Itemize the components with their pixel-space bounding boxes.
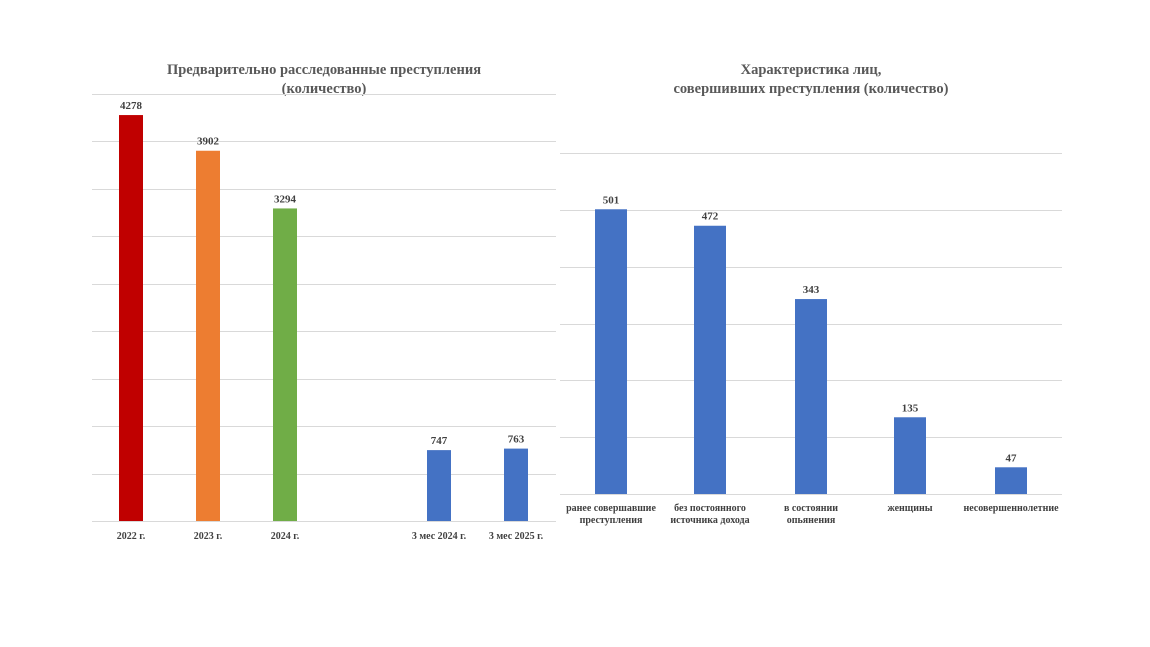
right-category-label-1-line-2: преступления <box>580 515 643 526</box>
right-category-label-3-line-1: в состоянии <box>784 503 838 514</box>
right-chart-title-line-1: Характеристика лиц, <box>740 62 882 78</box>
left-data-label-3: 3294 <box>274 193 297 205</box>
right-category-label-4: женщины <box>887 503 932 514</box>
right-category-label-2-line-1: без постоянного <box>674 503 746 514</box>
right-category-label-5: несовершеннолетние <box>963 503 1059 514</box>
right-category-label-2-line-2: источника дохода <box>670 515 749 526</box>
right-data-label-4: 135 <box>902 402 919 414</box>
left-bar-4 <box>427 450 451 521</box>
right-bar-3 <box>795 299 827 494</box>
right-bar-2 <box>694 225 726 494</box>
left-chart-title-line-2: (количество) <box>281 81 367 97</box>
left-data-label-1: 4278 <box>120 100 143 112</box>
right-bar-5 <box>995 467 1027 494</box>
left-data-label-4: 747 <box>431 435 448 447</box>
right-bar-1 <box>595 209 627 494</box>
right-bar-4 <box>894 417 926 494</box>
right-data-label-2: 472 <box>702 211 719 223</box>
left-category-label-4: 3 мес 2024 г. <box>412 531 467 542</box>
right-chart-title-line-2: совершивших преступления (количество) <box>673 81 949 97</box>
left-chart-title-line-1: Предварительно расследованные преступлен… <box>166 62 482 78</box>
right-data-label-5: 47 <box>1006 452 1018 464</box>
left-bar-3 <box>273 208 297 521</box>
left-data-label-2: 3902 <box>197 136 220 148</box>
left-bar-2 <box>196 150 220 521</box>
right-category-label-1-line-1: ранее совершавшие <box>566 503 656 514</box>
left-category-label-1: 2022 г. <box>117 531 146 542</box>
left-chart-title: Предварительно расследованные преступлен… <box>92 61 556 99</box>
left-category-label-5: 3 мес 2025 г. <box>489 531 544 542</box>
left-category-label-2: 2023 г. <box>194 531 223 542</box>
right-data-label-1: 501 <box>603 194 620 206</box>
right-data-label-3: 343 <box>803 284 820 296</box>
right-chart-title: Характеристика лиц, совершивших преступл… <box>560 61 1062 99</box>
left-bar-5 <box>504 448 528 521</box>
left-category-label-3: 2024 г. <box>271 531 300 542</box>
left-data-label-5: 763 <box>508 434 525 446</box>
right-category-label-3-line-2: опьянения <box>787 515 836 526</box>
left-bar-1 <box>119 115 143 521</box>
